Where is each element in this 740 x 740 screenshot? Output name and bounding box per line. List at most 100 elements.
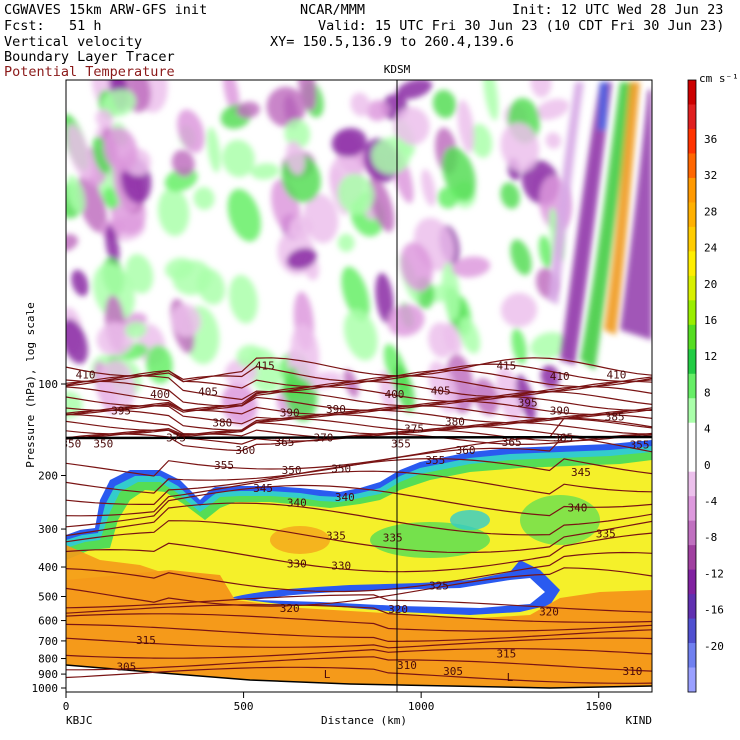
field-vertical-velocity: Vertical velocity [4, 34, 143, 50]
y-tick-label: 200 [38, 470, 58, 483]
velocity-cell [105, 225, 120, 266]
y-tick-label: 700 [38, 635, 58, 648]
theta-label: 310 [623, 665, 643, 678]
colorbar-swatch [688, 177, 696, 203]
theta-contour [66, 623, 652, 643]
velocity-cell [177, 109, 205, 153]
colorbar-tick-label: 16 [704, 314, 717, 327]
y-tick-label: 900 [38, 668, 58, 681]
colorbar-swatch [688, 422, 696, 448]
theta-contour [66, 520, 652, 554]
theta-label: 370 [314, 432, 334, 445]
velocity-cell [421, 169, 436, 207]
theta-label: 340 [335, 491, 355, 504]
velocity-cell [103, 187, 119, 210]
theta-label: 390 [280, 406, 300, 419]
theta-contour [66, 666, 652, 684]
theta-contour [66, 413, 652, 435]
theta-contour [66, 502, 652, 537]
theta-label: 320 [280, 602, 300, 615]
theta-label: 350 [61, 438, 81, 451]
velocity-cell [443, 322, 462, 355]
colorbar-unit: cm s⁻¹ [699, 72, 739, 85]
colorbar-swatch [688, 349, 696, 375]
velocity-cell [337, 173, 375, 215]
velocity-cell [236, 344, 262, 368]
theta-contour [66, 656, 652, 672]
velocity-cell [222, 139, 255, 178]
theta-label: 405 [198, 386, 218, 399]
velocity-cell [172, 260, 212, 296]
velocity-cell [66, 175, 86, 214]
theta-contour [66, 433, 652, 452]
tropopause-line [66, 435, 652, 440]
colorbar-frame [687, 79, 697, 693]
vertical-velocity-field [66, 80, 572, 426]
colorbar-tick-label: 20 [704, 278, 717, 291]
theta-label: 355 [630, 438, 650, 451]
field-boundary-layer-tracer: Boundary Layer Tracer [4, 49, 175, 65]
cross-section-endpoints: XY= 150.5,136.9 to 260.4,139.6 [270, 34, 514, 50]
potential-temperature-contours [66, 357, 652, 684]
theta-label: 360 [235, 444, 255, 457]
theta-label: 345 [253, 482, 273, 495]
theta-label: 410 [550, 370, 570, 383]
velocity-cell [286, 248, 317, 270]
velocity-cell [540, 365, 560, 389]
left-station-label: KBJC [66, 714, 93, 727]
velocity-cell [343, 309, 378, 361]
y-tick-label: 300 [38, 523, 58, 536]
theta-label: 365 [274, 436, 294, 449]
y-tick-label: 800 [38, 653, 58, 666]
x-tick-label: 1000 [408, 700, 435, 713]
right-station-label: KIND [626, 714, 653, 727]
theta-label: 305 [116, 661, 136, 674]
colorbar-swatch [688, 128, 696, 154]
gravity-wave-streaks [548, 82, 652, 370]
theta-label: 375 [404, 422, 424, 435]
theta-label: 405 [431, 384, 451, 397]
colorbar-tick-label: 32 [704, 169, 717, 182]
forecast-hour: Fcst: 51 h [4, 18, 102, 34]
velocity-cell [157, 187, 190, 237]
velocity-cell [66, 318, 88, 364]
theta-label: 310 [397, 659, 417, 672]
colorbar-tick-label: -4 [704, 495, 718, 508]
theta-contour [66, 532, 652, 573]
theta-contour [66, 380, 652, 407]
theta-label: 335 [596, 527, 616, 540]
colorbar-swatch [688, 324, 696, 350]
colorbar-swatch [688, 520, 696, 546]
x-tick-label: 1500 [585, 700, 612, 713]
velocity-cell [371, 137, 411, 175]
velocity-cell [483, 80, 499, 121]
velocity-cell [125, 321, 147, 339]
colorbar-swatch [688, 618, 696, 644]
colorbar-tick-label: -8 [704, 531, 717, 544]
theta-label: 355 [214, 459, 234, 472]
theta-label: 301 [315, 692, 335, 705]
velocity-cell [228, 274, 258, 324]
velocity-cell [451, 256, 491, 278]
velocity-cell [530, 80, 552, 98]
velocity-cell [193, 186, 215, 210]
velocity-cell [250, 163, 280, 180]
theta-contour [66, 400, 652, 416]
plot-frame [65, 79, 653, 693]
theta-label: 365 [553, 432, 573, 445]
x-axis-title: Distance (km) [321, 714, 407, 727]
colorbar-swatch [688, 251, 696, 277]
theta-label: 305 [443, 665, 463, 678]
theta-contour [66, 457, 652, 505]
velocity-cell [98, 360, 136, 412]
theta-label: 335 [383, 532, 403, 545]
velocity-cell [441, 262, 461, 321]
velocity-cell [535, 98, 570, 120]
velocity-cell [350, 92, 371, 117]
theta-label: 315 [136, 634, 156, 647]
colorbar-swatch [688, 104, 696, 130]
velocity-cell [366, 100, 390, 121]
theta-contour [66, 594, 652, 613]
x-tick-label: 500 [234, 700, 254, 713]
velocity-cell [66, 124, 92, 181]
